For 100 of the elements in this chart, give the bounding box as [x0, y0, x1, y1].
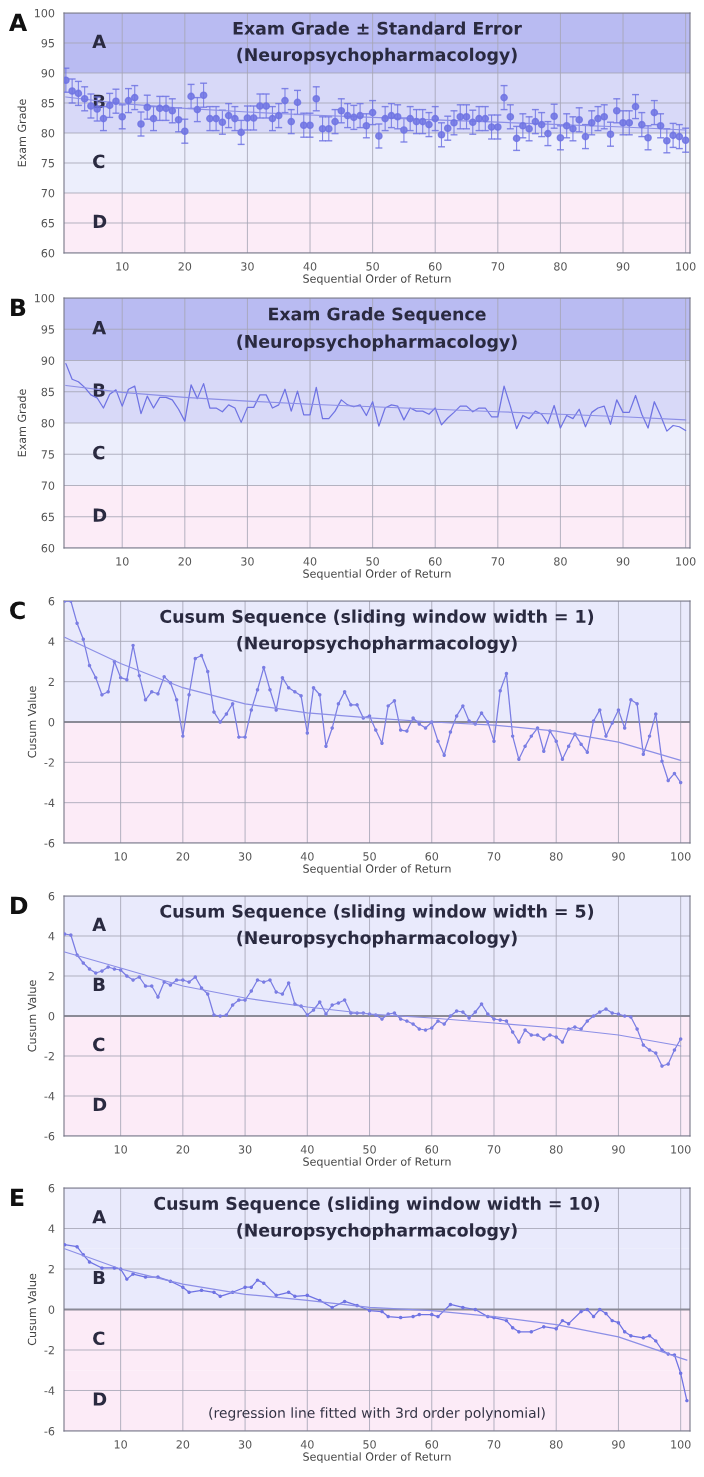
chart-title: Cusum Sequence (sliding window width = 1)	[160, 609, 594, 627]
y-tick-label: -6	[44, 838, 55, 848]
band-label: A	[92, 321, 107, 335]
y-tick-label: 100	[34, 293, 55, 303]
y-tick-label: 95	[41, 38, 54, 48]
x-tick-label: 80	[554, 262, 567, 271]
y-tick-label: -6	[44, 1426, 55, 1436]
x-tick-label: 10	[116, 557, 129, 566]
x-tick-label: 30	[241, 262, 254, 271]
band-label: C	[93, 1331, 105, 1346]
x-axis-title: Sequential Order of Return	[303, 1157, 451, 1168]
x-tick-label: 70	[487, 1145, 501, 1154]
text: B	[11, 298, 26, 316]
x-tick-label: 40	[300, 852, 314, 861]
text: (Neuropsychopharmacology)	[237, 334, 517, 352]
y-tick-label: 85	[41, 387, 54, 397]
band-label: D	[93, 1097, 107, 1111]
y-tick-label: -4	[44, 1092, 55, 1101]
x-tick-label: 70	[487, 1440, 501, 1449]
x-tick-label: 60	[425, 1440, 439, 1449]
x-tick-label: 60	[425, 1145, 439, 1154]
line-series	[65, 363, 687, 432]
y-tick-label: 2	[48, 677, 54, 686]
band-label: B	[93, 94, 105, 108]
x-tick-label: 80	[549, 1440, 563, 1449]
y-tick-label: 2	[48, 1264, 54, 1274]
x-tick-label: 10	[114, 1145, 127, 1154]
x-axis-title: Sequential Order of Return	[303, 1452, 451, 1463]
line-series	[65, 384, 687, 421]
y-tick-label: 70	[41, 188, 55, 198]
y-tick-label: 75	[41, 159, 54, 168]
x-tick-label: 100	[676, 557, 696, 566]
x-tick-label: 30	[241, 557, 254, 566]
x-tick-label: 20	[178, 262, 192, 271]
y-tick-label: -4	[44, 798, 55, 807]
x-tick-label: 40	[300, 1145, 314, 1154]
x-tick-label: 80	[549, 1145, 563, 1154]
chart-title: Cusum Sequence (sliding window width = 10)	[154, 1196, 600, 1214]
y-tick-label: -2	[44, 758, 54, 767]
x-tick-label: 60	[425, 852, 439, 861]
y-axis-title: Exam Grade	[17, 389, 27, 457]
band-label: A	[92, 917, 107, 931]
y-tick-label: 60	[41, 543, 55, 553]
band-label: C	[93, 445, 105, 460]
chart-title: Exam Grade ± Standard Error	[233, 21, 522, 35]
x-tick-label: 40	[300, 1440, 314, 1449]
x-tick-label: 50	[363, 1145, 376, 1154]
x-tick-label: 100	[671, 1145, 691, 1154]
band-label: B	[93, 383, 105, 397]
text: E	[11, 1188, 24, 1206]
y-tick-label: 65	[41, 512, 54, 522]
y-tick-label: 90	[41, 356, 55, 365]
x-tick-label: 100	[671, 1440, 691, 1449]
y-tick-label: 85	[41, 98, 54, 108]
y-tick-label: -2	[44, 1345, 54, 1355]
x-tick-label: 40	[303, 262, 317, 271]
x-tick-label: 90	[612, 852, 625, 861]
x-tick-label: 20	[176, 852, 190, 861]
x-tick-label: 90	[612, 1440, 625, 1449]
text: (Neuropsychopharmacology)	[237, 47, 517, 65]
x-tick-label: 50	[363, 1440, 376, 1449]
x-tick-label: 80	[549, 852, 563, 861]
y-tick-label: 100	[34, 8, 55, 18]
band-label: D	[93, 508, 107, 522]
y-tick-label: 4	[48, 932, 55, 941]
x-tick-label: 20	[178, 557, 192, 566]
x-tick-label: 90	[616, 557, 630, 566]
x-tick-label: 30	[238, 1440, 252, 1449]
y-tick-label: 0	[48, 1305, 55, 1314]
x-tick-label: 50	[363, 852, 376, 861]
x-tick-label: 10	[116, 262, 129, 271]
text: C	[10, 601, 25, 620]
x-tick-label: 30	[238, 852, 252, 861]
band-label: B	[93, 977, 105, 991]
x-tick-label: 90	[612, 1145, 625, 1154]
band-label: A	[92, 1210, 107, 1224]
y-tick-label: 6	[48, 1183, 55, 1193]
y-tick-label: 70	[41, 481, 55, 490]
y-axis-title: Exam Grade	[17, 99, 27, 167]
x-tick-label: 70	[491, 262, 505, 271]
x-tick-label: 20	[176, 1440, 190, 1449]
x-tick-label: 60	[428, 262, 442, 271]
x-tick-label: 70	[487, 852, 501, 861]
x-tick-label: 10	[114, 852, 127, 861]
y-tick-label: 90	[41, 68, 55, 78]
y-tick-label: -4	[44, 1386, 55, 1395]
y-tick-label: 4	[48, 637, 55, 646]
y-axis-title: Cusum Value	[27, 686, 37, 758]
x-tick-label: 100	[676, 262, 696, 271]
x-tick-label: 60	[428, 557, 442, 566]
band-label: B	[93, 1270, 105, 1285]
band-label: A	[92, 34, 107, 48]
x-tick-label: 50	[366, 262, 379, 271]
y-tick-label: -6	[44, 1131, 55, 1141]
x-tick-label: 80	[554, 557, 567, 566]
text: A	[9, 13, 28, 31]
chart-title: Cusum Sequence (sliding window width = 5)	[160, 904, 594, 922]
y-tick-label: 4	[48, 1224, 55, 1233]
x-axis-title: Sequential Order of Return	[303, 864, 451, 875]
y-tick-label: 95	[41, 325, 54, 334]
